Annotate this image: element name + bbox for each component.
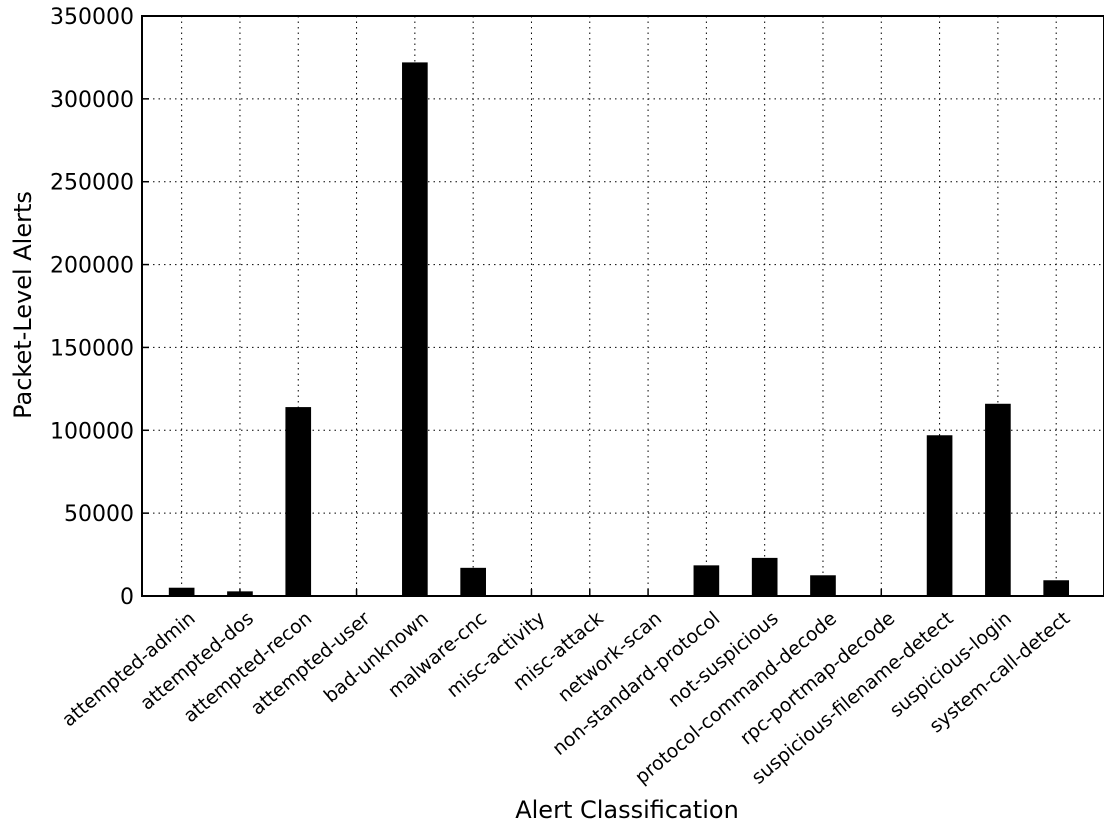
x-axis-label: Alert Classification	[515, 796, 739, 822]
x-axis-ticks: attempted-adminattempted-dosattempted-re…	[58, 589, 1074, 789]
y-axis-ticks: 0 50000 100000 150000 200000 250000 300000 3500…	[50, 5, 149, 610]
y-axis-label: Packet-Level Alerts	[9, 191, 37, 419]
x-tick-label: malware-cnc	[384, 607, 491, 702]
bar-system-call-detect	[1043, 580, 1070, 596]
bar-suspicious-filename-detect	[926, 435, 953, 596]
bars	[168, 62, 1070, 597]
y-tick-label: 250000	[50, 171, 134, 196]
bar-suspicious-login	[985, 403, 1011, 596]
bar-protocol-command-decode	[810, 575, 836, 596]
y-tick-label: 0	[120, 585, 134, 610]
y-tick-label: 300000	[50, 88, 134, 113]
bar-attempted-recon	[285, 407, 312, 596]
y-tick-label: 200000	[50, 254, 134, 279]
x-tick-label: bad-unknown	[320, 607, 433, 707]
y-tick-label: 100000	[50, 419, 134, 444]
bar-bad-unknown	[402, 62, 428, 596]
plot-frame	[141, 15, 1104, 597]
y-tick-label: 50000	[64, 502, 134, 527]
y-tick-label: 350000	[50, 5, 134, 30]
y-tick-label: 150000	[50, 336, 134, 361]
